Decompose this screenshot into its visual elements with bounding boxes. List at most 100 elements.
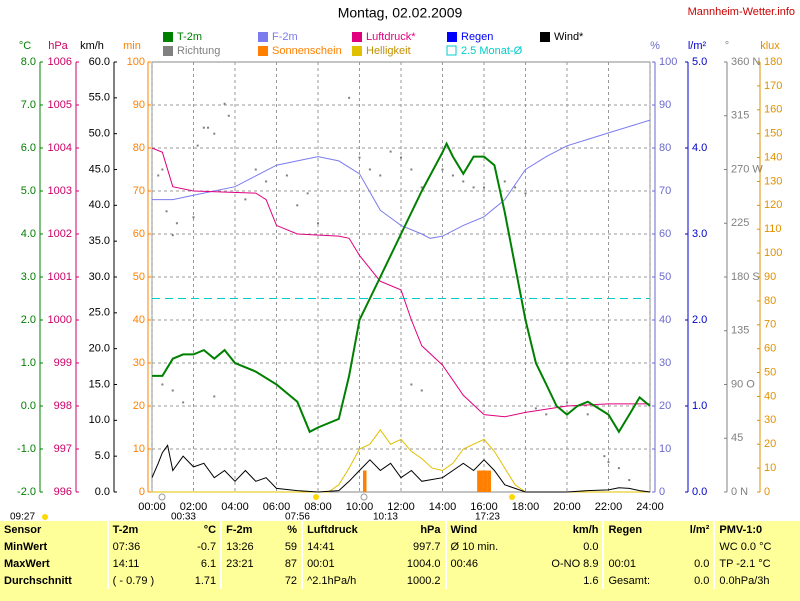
y-tick-label: 80 — [133, 142, 145, 154]
table-cell: Gesamt: — [608, 574, 651, 587]
legend-swatch — [163, 46, 173, 56]
series-line — [151, 147, 650, 418]
point — [358, 156, 361, 159]
y-tick-label: 8.0 — [21, 56, 36, 68]
y-tick-label: 50 — [133, 271, 145, 283]
y-tick-label: 180 — [764, 56, 782, 68]
y-tick-label: 1002 — [48, 228, 72, 240]
y-tick-label: 15.0 — [89, 378, 110, 390]
table-cell: 00:01 — [608, 557, 637, 570]
y-tick-label: 35.0 — [89, 235, 110, 247]
y-tick-label: 90 — [659, 99, 671, 111]
y-tick-label: 2.0 — [21, 314, 36, 326]
y-tick-label: 1.0 — [21, 357, 36, 369]
y-tick-label: -1.0 — [17, 443, 36, 455]
y-tick-label: 5.0 — [95, 450, 110, 462]
point — [420, 186, 423, 189]
table-cell: Durchschnitt — [0, 572, 109, 589]
x-tick-label: 00:00 — [138, 501, 166, 513]
point — [379, 174, 382, 177]
table-cell: 1.6 — [524, 572, 605, 589]
point — [441, 168, 444, 171]
y-tick-label: 135 — [731, 325, 749, 337]
x-tick-label: 06:00 — [263, 501, 291, 513]
x-tick-label: 14:00 — [429, 501, 457, 513]
table-cell: 14:41 — [307, 540, 335, 553]
table-cell: 59 — [272, 538, 304, 555]
legend-label: F-2m — [272, 31, 298, 43]
y-tick-label: 4.0 — [21, 228, 36, 240]
point — [161, 168, 164, 171]
y-tick-label: 70 — [659, 185, 671, 197]
y-tick-label: 40 — [133, 314, 145, 326]
y-tick-label: 0.0 — [692, 486, 707, 498]
y-tick-label: 50 — [764, 366, 776, 378]
legend-label: T-2m — [177, 31, 202, 43]
x-tick-label: 04:00 — [221, 501, 249, 513]
sun-icon — [313, 494, 319, 500]
x-tick-label: 12:00 — [387, 501, 415, 513]
table-cell: Regen — [608, 523, 643, 536]
y-tick-label: 997 — [54, 443, 72, 455]
table-cell: l/m² — [674, 521, 716, 538]
point — [483, 186, 485, 189]
table-cell: 13:26 — [226, 540, 254, 553]
y-tick-label: 40 — [764, 390, 776, 402]
y-tick-label: 170 — [764, 80, 782, 92]
moon-icon — [158, 493, 166, 501]
y-tick-label: 996 — [54, 486, 72, 498]
point — [196, 144, 199, 147]
point — [161, 383, 164, 386]
table-cell: Luftdruck — [307, 523, 358, 536]
point — [410, 383, 413, 386]
x-tick-label: 22:00 — [595, 501, 623, 513]
sun-icon — [42, 514, 48, 520]
table-cell — [674, 538, 716, 555]
point — [368, 168, 371, 171]
y-tick-label: 20 — [133, 400, 145, 412]
y-tick-label: 1004 — [48, 142, 72, 154]
chart: Montag, 02.02.2009 Mannheim-Wetter.info … — [10, 5, 795, 521]
y-tick-label: 0 N — [731, 486, 748, 498]
table-cell: 997.7 — [385, 538, 447, 555]
y-tick-label: 40 — [659, 314, 671, 326]
y-tick-label: 10 — [764, 462, 776, 474]
table-row: Durchschnitt( - 0.79 ) 1.71 72 ^2.1hPa/h 100… — [0, 572, 800, 589]
table-cell: WC 0.0 °C — [719, 540, 772, 553]
bar — [363, 470, 367, 492]
y-tick-label: 999 — [54, 357, 72, 369]
y-tick-label: 225 — [731, 217, 749, 229]
y-tick-label: 110 — [764, 223, 782, 235]
point — [410, 168, 413, 171]
y-tick-label: 7.0 — [21, 99, 36, 111]
x-tick-label: 20:00 — [553, 501, 581, 513]
table-cell: 0.0hPa/3h — [719, 574, 770, 587]
y-tick-label: 60 — [133, 228, 145, 240]
y-tick-label: 70 — [764, 319, 776, 331]
x-tick-label: 10:00 — [346, 501, 374, 513]
source: Mannheim-Wetter.info — [688, 6, 795, 18]
y-tick-label: 360 N — [731, 56, 760, 68]
y-tick-label: 20.0 — [89, 343, 110, 355]
y-tick-label: 270 W — [731, 163, 763, 175]
y-tick-label: 50.0 — [89, 128, 110, 140]
bar — [487, 470, 491, 492]
axis-unit: km/h — [80, 40, 104, 52]
stats-panel: Sensor T-2m °C F-2m% Luftdruck hPa Wind km/h Reg… — [0, 521, 800, 601]
table-cell: F-2m — [226, 523, 253, 536]
y-tick-label: 1.0 — [692, 400, 707, 412]
legend-label: Helligkeit — [366, 45, 411, 57]
annotation: 07:56 — [285, 512, 310, 521]
table-cell — [221, 572, 272, 589]
point — [317, 222, 319, 225]
y-tick-label: 180 S — [731, 271, 760, 283]
point — [348, 96, 351, 99]
y-tick-label: 50 — [659, 271, 671, 283]
point — [202, 126, 205, 129]
y-tick-label: 1003 — [48, 185, 72, 197]
x-tick-label: 16:00 — [470, 501, 498, 513]
point — [171, 389, 174, 392]
point — [524, 192, 527, 195]
y-tick-label: 5.0 — [692, 56, 707, 68]
point — [171, 234, 174, 237]
